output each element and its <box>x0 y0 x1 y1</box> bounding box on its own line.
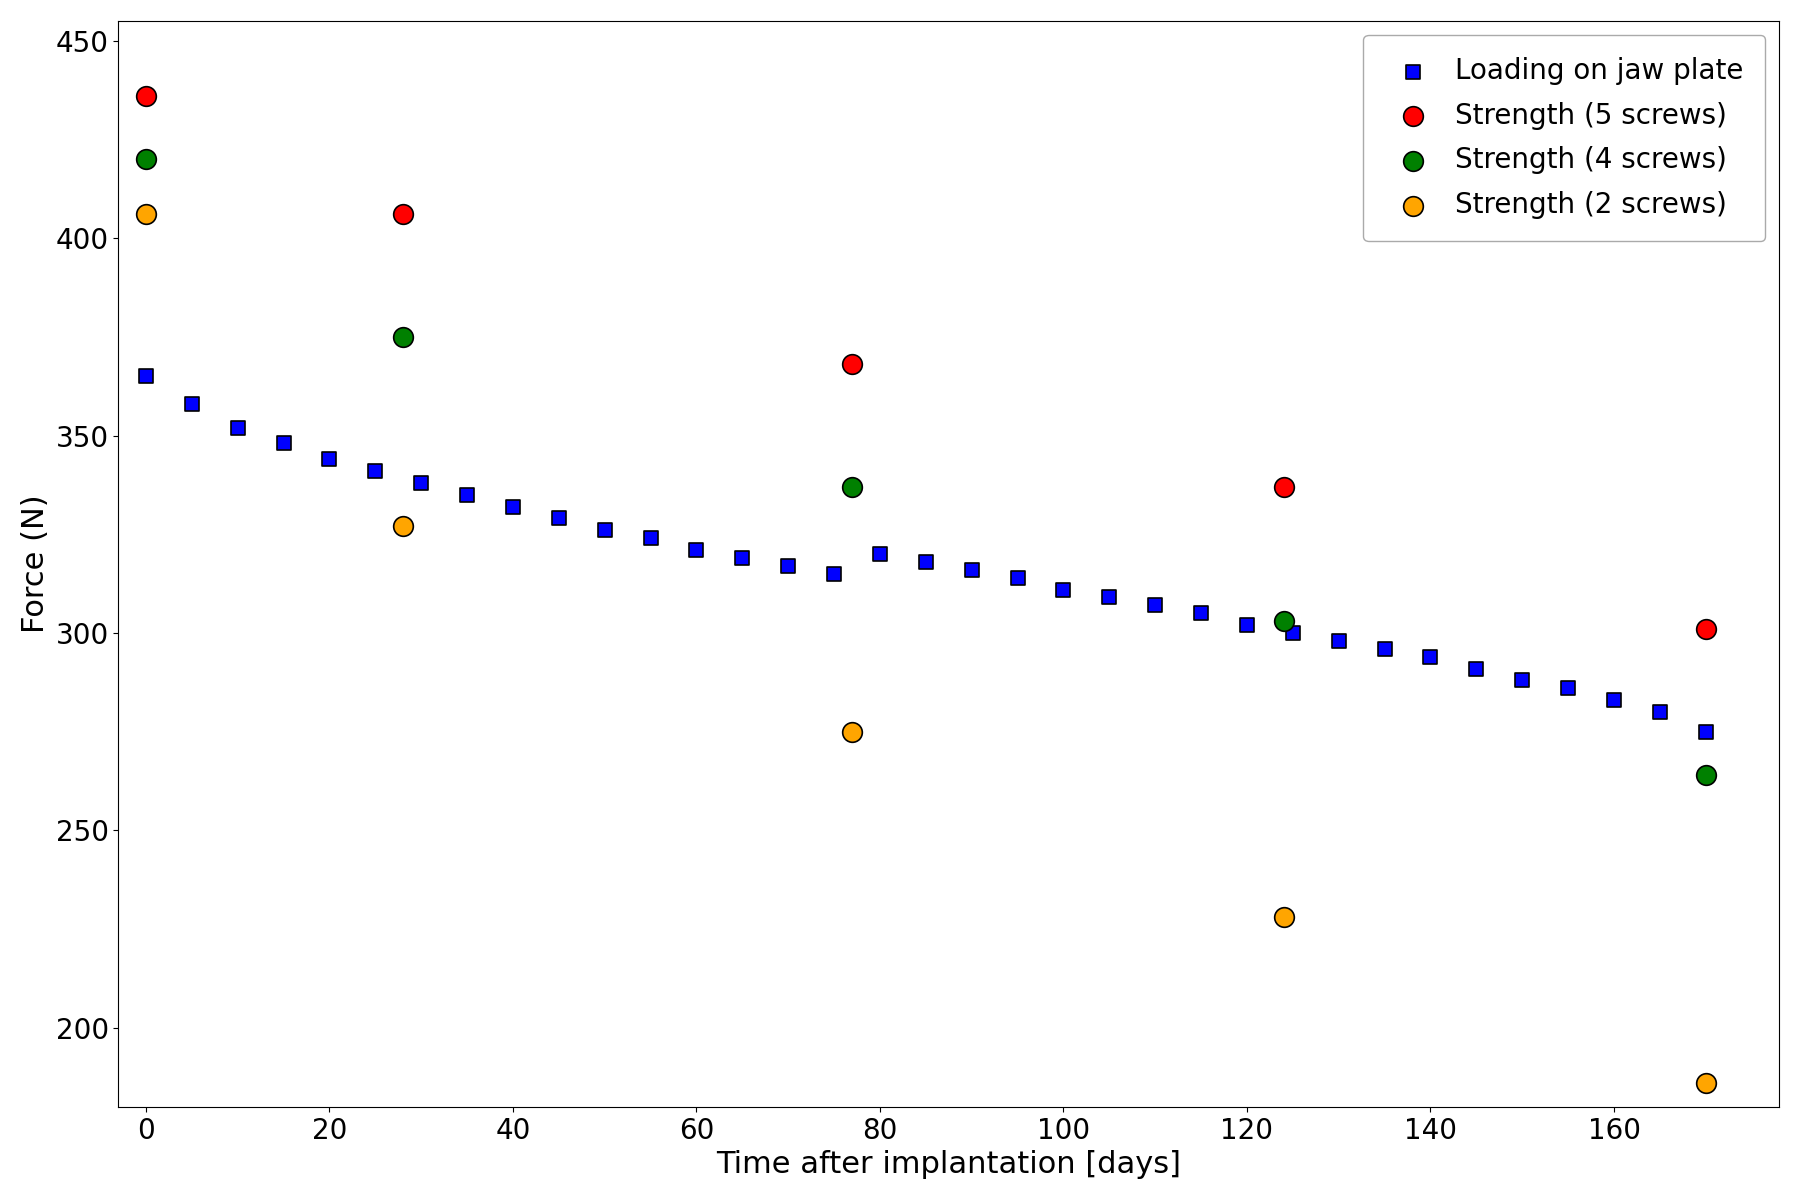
Loading on jaw plate <box>499 497 527 516</box>
Strength (4 screws) <box>1692 766 1721 785</box>
Loading on jaw plate <box>774 557 803 576</box>
Loading on jaw plate <box>1325 631 1354 650</box>
Loading on jaw plate <box>1417 647 1445 666</box>
Strength (2 screws) <box>389 517 418 536</box>
Loading on jaw plate <box>223 418 252 437</box>
Strength (5 screws) <box>131 86 160 106</box>
Y-axis label: Force (N): Force (N) <box>22 494 50 634</box>
Loading on jaw plate <box>270 434 299 454</box>
Strength (2 screws) <box>839 722 868 742</box>
Loading on jaw plate <box>360 462 389 481</box>
Loading on jaw plate <box>635 528 664 547</box>
Loading on jaw plate <box>727 548 756 568</box>
Strength (4 screws) <box>389 328 418 347</box>
Loading on jaw plate <box>452 485 481 504</box>
X-axis label: Time after implantation [days]: Time after implantation [days] <box>716 1150 1181 1180</box>
Loading on jaw plate <box>958 560 986 580</box>
Loading on jaw plate <box>1645 702 1674 721</box>
Loading on jaw plate <box>315 450 344 469</box>
Loading on jaw plate <box>544 509 572 528</box>
Strength (4 screws) <box>839 478 868 497</box>
Strength (4 screws) <box>1269 612 1298 631</box>
Loading on jaw plate <box>1370 640 1399 659</box>
Loading on jaw plate <box>682 540 711 559</box>
Strength (2 screws) <box>131 205 160 224</box>
Strength (2 screws) <box>1692 1074 1721 1093</box>
Loading on jaw plate <box>1233 616 1262 635</box>
Loading on jaw plate <box>866 545 895 564</box>
Legend: Loading on jaw plate, Strength (5 screws), Strength (4 screws), Strength (2 scre: Loading on jaw plate, Strength (5 screws… <box>1363 35 1766 241</box>
Strength (5 screws) <box>1692 619 1721 638</box>
Loading on jaw plate <box>1600 690 1629 709</box>
Loading on jaw plate <box>1186 604 1215 623</box>
Loading on jaw plate <box>1553 679 1582 698</box>
Loading on jaw plate <box>1094 588 1123 607</box>
Loading on jaw plate <box>1049 580 1078 599</box>
Loading on jaw plate <box>178 395 207 414</box>
Loading on jaw plate <box>1462 659 1490 678</box>
Loading on jaw plate <box>131 367 160 386</box>
Loading on jaw plate <box>1692 722 1721 742</box>
Loading on jaw plate <box>1508 671 1537 690</box>
Loading on jaw plate <box>590 521 619 540</box>
Strength (5 screws) <box>839 355 868 374</box>
Loading on jaw plate <box>819 564 848 583</box>
Loading on jaw plate <box>911 552 940 571</box>
Strength (2 screws) <box>1269 907 1298 926</box>
Loading on jaw plate <box>1141 595 1170 614</box>
Strength (5 screws) <box>1269 478 1298 497</box>
Loading on jaw plate <box>1278 623 1307 642</box>
Strength (4 screws) <box>131 150 160 169</box>
Loading on jaw plate <box>407 473 436 492</box>
Loading on jaw plate <box>1003 568 1031 587</box>
Strength (5 screws) <box>389 205 418 224</box>
